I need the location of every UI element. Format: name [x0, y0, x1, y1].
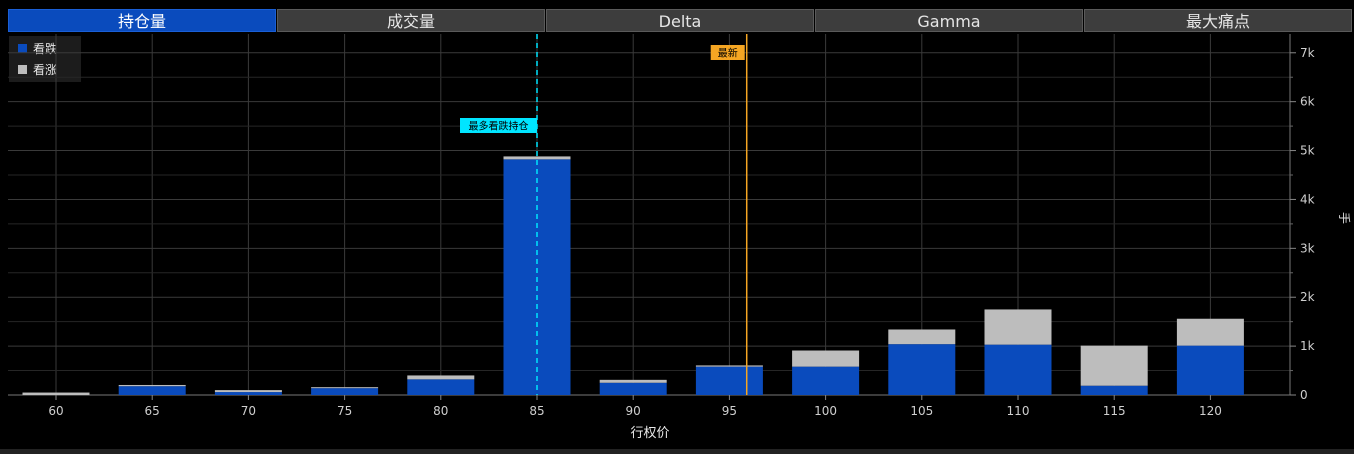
last-price-label-box: [710, 45, 745, 60]
bar-call-60: [22, 392, 90, 395]
bar-call-95: [695, 365, 763, 367]
bar-put-65: [118, 386, 186, 395]
y-tick-label: 2k: [1300, 290, 1315, 304]
bar-put-105: [888, 344, 956, 395]
x-tick-label: 70: [241, 404, 256, 418]
x-tick-label: 120: [1199, 404, 1222, 418]
bar-put-75: [311, 388, 379, 395]
bar-put-95: [695, 366, 763, 395]
x-tick-label: 105: [910, 404, 933, 418]
tab-1[interactable]: 成交量: [277, 9, 545, 32]
y-tick-label: 1k: [1300, 339, 1315, 353]
bar-put-115: [1080, 385, 1148, 395]
x-tick-label: 80: [433, 404, 448, 418]
tab-bar: 持仓量 成交量 Delta Gamma 最大痛点: [8, 9, 1352, 32]
legend-swatch-calls: [18, 64, 27, 74]
bar-call-105: [888, 329, 956, 345]
x-tick-label: 60: [48, 404, 63, 418]
max-put-oi-label: 最多看跌持仓: [469, 120, 529, 133]
last-price-label: 最新: [718, 47, 738, 60]
legend-label-puts: 看跌: [33, 41, 58, 56]
bar-put-120: [1176, 345, 1244, 395]
y-tick-label: 3k: [1300, 241, 1315, 255]
bar-call-85: [503, 156, 571, 160]
legend-swatch-puts: [18, 43, 27, 53]
y-axis-title: 手: [1337, 212, 1351, 224]
bar-put-80: [407, 379, 475, 395]
bar-put-100: [792, 366, 860, 395]
legend-label-calls: 看涨: [33, 62, 58, 77]
x-tick-label: 110: [1007, 404, 1030, 418]
bar-call-75: [311, 387, 379, 389]
bar-call-115: [1080, 345, 1148, 386]
bar-put-70: [214, 392, 282, 395]
y-tick-label: 4k: [1300, 192, 1315, 206]
y-tick-label: 6k: [1300, 95, 1315, 109]
bar-call-120: [1176, 318, 1244, 346]
x-tick-label: 100: [814, 404, 837, 418]
bar-call-90: [599, 379, 667, 383]
tab-3[interactable]: Gamma: [815, 9, 1083, 32]
bar-put-110: [984, 344, 1052, 395]
y-tick-label: 0: [1300, 388, 1308, 402]
x-tick-label: 90: [626, 404, 641, 418]
y-tick-label: 7k: [1300, 46, 1315, 60]
open-interest-chart: 0 1k 2k 3k 4k 5k 6k 7k 手 60 65 70 75 80 85 90 95 100 105 11…: [8, 34, 1351, 441]
x-axis-title: 行权价: [630, 425, 669, 441]
bar-call-70: [214, 390, 282, 393]
bar-call-65: [118, 384, 186, 387]
legend-item-calls[interactable]: 看涨: [9, 60, 81, 78]
bottom-scroll-strip: [0, 449, 1354, 454]
x-tick-label: 65: [145, 404, 160, 418]
x-tick-label: 95: [722, 404, 737, 418]
x-tick-label: 115: [1103, 404, 1126, 418]
tab-0[interactable]: 持仓量: [8, 9, 276, 32]
legend-item-puts[interactable]: 看跌: [9, 39, 81, 57]
tab-2[interactable]: Delta: [546, 9, 814, 32]
max-put-oi-label-box: [460, 118, 537, 133]
bar-call-110: [984, 309, 1052, 345]
bar-put-90: [599, 382, 667, 395]
y-tick-label: 5k: [1300, 144, 1315, 158]
chart-legend: 看跌 看涨: [9, 36, 81, 82]
bar-call-100: [792, 350, 860, 367]
bar-call-80: [407, 375, 475, 380]
tab-4[interactable]: 最大痛点: [1084, 9, 1352, 32]
x-tick-label: 85: [529, 404, 544, 418]
x-tick-label: 75: [337, 404, 352, 418]
